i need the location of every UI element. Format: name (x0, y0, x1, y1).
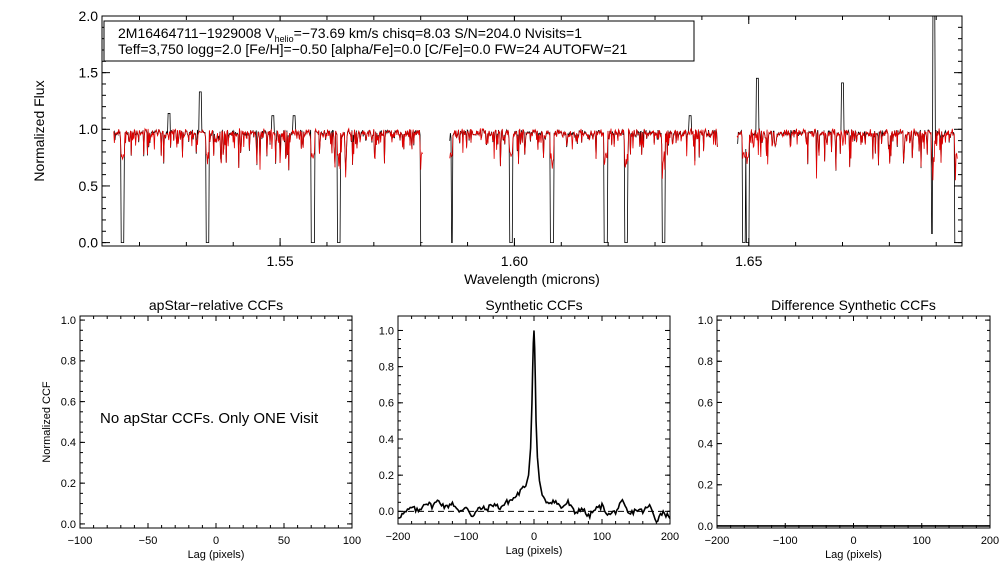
x-tick-label: −50 (139, 535, 158, 547)
panel-title: Difference Synthetic CCFs (771, 297, 936, 313)
x-tick-label: −100 (454, 531, 479, 543)
header-box: 2M16464711−1929008 Vhelio=−73.69 km/s ch… (103, 20, 695, 62)
y-tick-label: 0.0 (79, 235, 99, 251)
difference-ccf-panel: −200 −100 0 100 200 0.0 0.2 0.4 0.6 0.8 1.0 Lag (pi… (698, 297, 999, 561)
y-tick-label: 0.0 (379, 506, 394, 518)
observed-spectrum-line (113, 91, 423, 244)
y-tick-label: 2.0 (79, 8, 99, 24)
header-line1-rest: =−73.69 km/s chisq=8.03 S/N=204.0 Nvisit… (294, 25, 583, 41)
observed-spectrum-line (736, 16, 958, 244)
y-axis-label: Normalized Flux (31, 80, 47, 181)
x-tick-label: 1.60 (501, 253, 528, 269)
x-tick-label: −200 (386, 531, 411, 543)
x-axis-label: Lag (pixels) (825, 549, 882, 561)
panel-title: Synthetic CCFs (485, 297, 582, 313)
x-tick-label: 0 (531, 531, 537, 543)
x-tick-label: 100 (913, 535, 931, 547)
plot-frame (716, 315, 991, 529)
header-star-id: 2M16464711−1929008 (118, 25, 262, 41)
x-tick-label: 100 (343, 535, 361, 547)
y-tick-label: 0.6 (61, 396, 76, 408)
y-tick-label: 1.0 (61, 315, 76, 327)
synthetic-ccf-panel: −200 −100 0 100 200 0.0 0.2 0.4 0.6 0.8 1.0 Lag (pi… (379, 297, 679, 557)
header-v-symbol: V (265, 25, 275, 41)
spectrum-lines (113, 16, 958, 244)
x-tick-label: 0 (213, 535, 219, 547)
model-spectrum-line (736, 127, 958, 181)
x-tick-label: 200 (661, 531, 679, 543)
y-tick-label: 0.0 (698, 521, 713, 533)
y-tick-label: 0.6 (379, 398, 394, 410)
apstar-ccf-panel: −100 −50 0 50 100 0.0 0.2 0.4 0.6 0.8 1.0 Lag (pixe… (41, 297, 361, 561)
y-tick-label: 1.0 (79, 121, 99, 137)
y-tick-label: 1.0 (379, 325, 394, 337)
x-axis-label: Wavelength (microns) (464, 271, 600, 287)
x-axis-label: Lag (pixels) (188, 549, 245, 561)
header-v-subscript: helio (275, 34, 294, 44)
y-tick-label: 0.4 (698, 438, 713, 450)
y-tick-label: 0.8 (698, 356, 713, 368)
no-ccf-note: No apStar CCFs. Only ONE Visit (100, 410, 319, 427)
model-spectrum-line (113, 127, 423, 178)
x-tick-label: −100 (773, 535, 798, 547)
header-line2: Teff=3,750 logg=2.0 [Fe/H]=−0.50 [alpha/… (118, 41, 627, 57)
y-tick-label: 0.8 (379, 361, 394, 373)
y-tick-label: 0.6 (698, 397, 713, 409)
y-tick-label: 0.4 (61, 437, 76, 449)
synthetic-ccf-line (397, 330, 671, 524)
x-axis-label: Lag (pixels) (506, 545, 563, 557)
spectrum-panel: 1.55 1.60 1.65 0.0 0.5 1.0 1.5 2.0 Wavelength (m… (31, 8, 963, 287)
y-axis-label: Normalized CCF (41, 381, 53, 463)
x-tick-label: 0 (850, 535, 856, 547)
y-tick-label: 1.5 (79, 65, 99, 81)
plot-frame (101, 15, 963, 247)
x-tick-label: −200 (705, 535, 730, 547)
y-tick-label: 0.5 (79, 178, 99, 194)
svg-text:2M16464711−1929008 Vhelio=−73.: 2M16464711−1929008 Vhelio=−73.69 km/s ch… (118, 25, 582, 44)
y-tick-label: 1.0 (698, 315, 713, 327)
x-tick-label: 100 (593, 531, 611, 543)
y-tick-label: 0.2 (698, 480, 713, 492)
x-tick-label: −100 (68, 535, 93, 547)
y-tick-label: 0.8 (61, 356, 76, 368)
x-tick-label: 1.55 (266, 253, 293, 269)
x-tick-label: 50 (278, 535, 290, 547)
y-tick-label: 0.4 (379, 434, 394, 446)
x-tick-label: 1.65 (735, 253, 762, 269)
x-tick-label: 200 (981, 535, 999, 547)
panel-title: apStar−relative CCFs (149, 297, 283, 313)
y-tick-label: 0.0 (61, 519, 76, 531)
y-tick-label: 0.2 (61, 478, 76, 490)
y-tick-label: 0.2 (379, 470, 394, 482)
model-spectrum-line (449, 127, 718, 179)
